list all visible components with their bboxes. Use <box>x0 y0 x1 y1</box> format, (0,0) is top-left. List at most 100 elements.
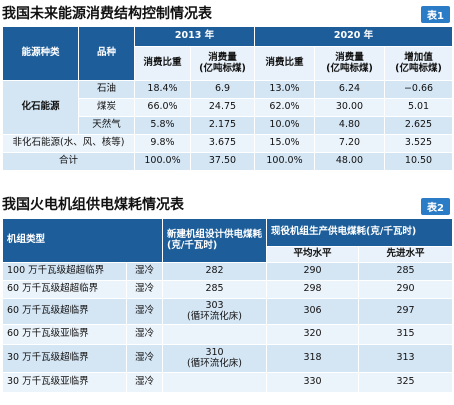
table-cell: 新建机组设计供电煤耗(克/千瓦时) <box>162 218 268 263</box>
table-cell: 100.0% <box>254 152 315 171</box>
table-cell: 303 (循环流化床) <box>162 298 268 325</box>
table-cell: 306 <box>266 298 360 325</box>
table-cell: 30 万千瓦级亚临界 <box>2 372 127 393</box>
cell-line: 消费量 <box>335 51 364 63</box>
table-cell: 60 万千瓦级超临界 <box>2 298 127 325</box>
table-cell: 湿冷 <box>125 280 164 299</box>
table-cell: 330 <box>266 372 360 393</box>
table-cell: 非化石能源(水、风、核等) <box>2 134 135 153</box>
table-cell: 3.675 <box>190 134 255 153</box>
table-cell: 2.625 <box>383 116 454 135</box>
table-cell: 66.0% <box>134 98 191 117</box>
table-cell: 6.9 <box>190 80 255 99</box>
cell-line: (亿吨标煤) <box>326 62 373 74</box>
cell-line: 282 <box>205 265 224 277</box>
table-cell: 增加值 (亿吨标煤) <box>383 46 454 81</box>
table-cell: 318 <box>266 344 360 373</box>
data-row: 化石能源 石油 18.4% 6.9 13.0% 6.24 −0.66 <box>2 80 454 135</box>
table-cell: 13.0% <box>254 80 315 99</box>
header-row: 机组类型 新建机组设计供电煤耗(克/千瓦时) 现役机组生产供电煤耗(克/千瓦时) <box>1 218 454 263</box>
table-badge: 表2 <box>421 198 450 215</box>
table-cell <box>162 372 268 393</box>
table-cell: −0.66 <box>383 80 454 99</box>
table-cell: 7.20 <box>314 134 385 153</box>
cell-line: 消费量 <box>208 51 237 63</box>
table-cell: 2013 年 <box>134 26 255 47</box>
cell-line: (循环流化床) <box>187 357 242 369</box>
table-cell: 298 <box>266 280 360 299</box>
cell-line: (亿吨标煤) <box>395 62 442 74</box>
table-cell: 化石能源 <box>2 80 79 135</box>
table-cell: 湿冷 <box>125 324 164 345</box>
table-cell: 2020 年 <box>253 26 454 47</box>
table-cell: 5.8% <box>134 116 191 135</box>
data-row: 60 万千瓦级超超临界 湿冷 285 298 290 <box>2 280 454 299</box>
table-cell: 能源种类 <box>2 26 79 81</box>
table-cell: 10.0% <box>254 116 315 135</box>
cell-line: (亿吨标煤) <box>199 62 246 74</box>
table-cell: 先进水平 <box>358 246 454 263</box>
table-cell: 消费量 (亿吨标煤) <box>314 46 385 81</box>
table-cell: 30 万千瓦级超临界 <box>2 344 127 373</box>
table-cell: 290 <box>358 280 454 299</box>
coal-table: 机组类型 新建机组设计供电煤耗(克/千瓦时) 现役机组生产供电煤耗(克/千瓦时) 平均… <box>1 218 454 393</box>
table-cell: 机组类型 <box>1 218 164 263</box>
data-row: 30 万千瓦级亚临界 湿冷 330 325 <box>2 372 454 393</box>
table-cell: 285 <box>162 280 268 299</box>
table-cell: 48.00 <box>314 152 385 171</box>
table-title: 我国未来能源消费结构控制情况表 <box>2 6 212 22</box>
table-cell: 9.8% <box>134 134 191 153</box>
table-cell: 湿冷 <box>125 372 164 393</box>
data-row: 100 万千瓦级超超临界 湿冷 282 290 285 <box>2 262 454 281</box>
table-cell <box>162 324 268 345</box>
data-row: 合计 100.0% 37.50 100.0% 48.00 10.50 <box>2 152 454 171</box>
table-cell: 320 <box>266 324 360 345</box>
table-cell: 湿冷 <box>125 262 164 281</box>
energy-table: 能源种类 品种 2013 年 2020 年消费比重 消费量 (亿吨标煤) 消费比重 消费量 (亿… <box>2 26 454 171</box>
table-cell: 24.75 <box>190 98 255 117</box>
table-cell: 湿冷 <box>125 298 164 325</box>
table-cell: 100.0% <box>134 152 191 171</box>
header-row: 消费比重 消费量 (亿吨标煤) 消费比重 消费量 (亿吨标煤) 增加值 (亿吨标煤) <box>3 46 454 81</box>
table-cell: 62.0% <box>254 98 315 117</box>
table-cell: 310 (循环流化床) <box>162 344 268 373</box>
cell-line: 285 <box>205 283 224 295</box>
cell-line: (循环流化床) <box>187 310 242 322</box>
cell-line: 增加值 <box>404 51 433 63</box>
data-row: 60 万千瓦级超临界 湿冷 303 (循环流化床) 306 297 <box>2 298 454 325</box>
table-cell: 297 <box>358 298 454 325</box>
table-cell: 石油 <box>78 80 135 99</box>
cell-line: 消费比重 <box>265 57 304 69</box>
table-cell: 15.0% <box>254 134 315 153</box>
table-cell: 18.4% <box>134 80 191 99</box>
table-cell: 煤炭 <box>78 98 135 117</box>
table-cell: 湿冷 <box>125 344 164 373</box>
data-row: 非化石能源(水、风、核等) 9.8% 3.675 15.0% 7.20 3.525 <box>2 134 454 153</box>
data-row: 30 万千瓦级超临界 湿冷 310 (循环流化床) 318 313 <box>2 344 454 373</box>
table-badge: 表1 <box>421 6 450 23</box>
table-cell: 100 万千瓦级超超临界 <box>2 262 127 281</box>
table-cell: 合计 <box>2 152 135 171</box>
table-cell: 325 <box>358 372 454 393</box>
table-cell: 消费比重 <box>134 46 191 81</box>
table-cell: 6.24 <box>314 80 385 99</box>
table-cell: 30.00 <box>314 98 385 117</box>
header-row: 平均水平 先进水平 <box>3 246 454 263</box>
table-cell: 消费比重 <box>254 46 315 81</box>
data-row: 60 万千瓦级亚临界 湿冷 320 315 <box>2 324 454 345</box>
table-cell: 品种 <box>78 26 135 81</box>
table-cell: 平均水平 <box>266 246 360 263</box>
header-row: 能源种类 品种 2013 年 2020 年 <box>2 26 454 81</box>
table-cell: 290 <box>266 262 360 281</box>
data-row: 天然气 5.8% 2.175 10.0% 4.80 2.625 <box>3 116 454 135</box>
table-cell: 313 <box>358 344 454 373</box>
table-cell: 37.50 <box>190 152 255 171</box>
cell-line: 消费比重 <box>143 57 182 69</box>
table-cell: 285 <box>358 262 454 281</box>
table-cell: 消费量 (亿吨标煤) <box>190 46 255 81</box>
table-cell: 282 <box>162 262 268 281</box>
table-title: 我国火电机组供电煤耗情况表 <box>2 197 184 213</box>
cell-line: 303 <box>205 299 224 311</box>
table-cell: 3.525 <box>383 134 454 153</box>
